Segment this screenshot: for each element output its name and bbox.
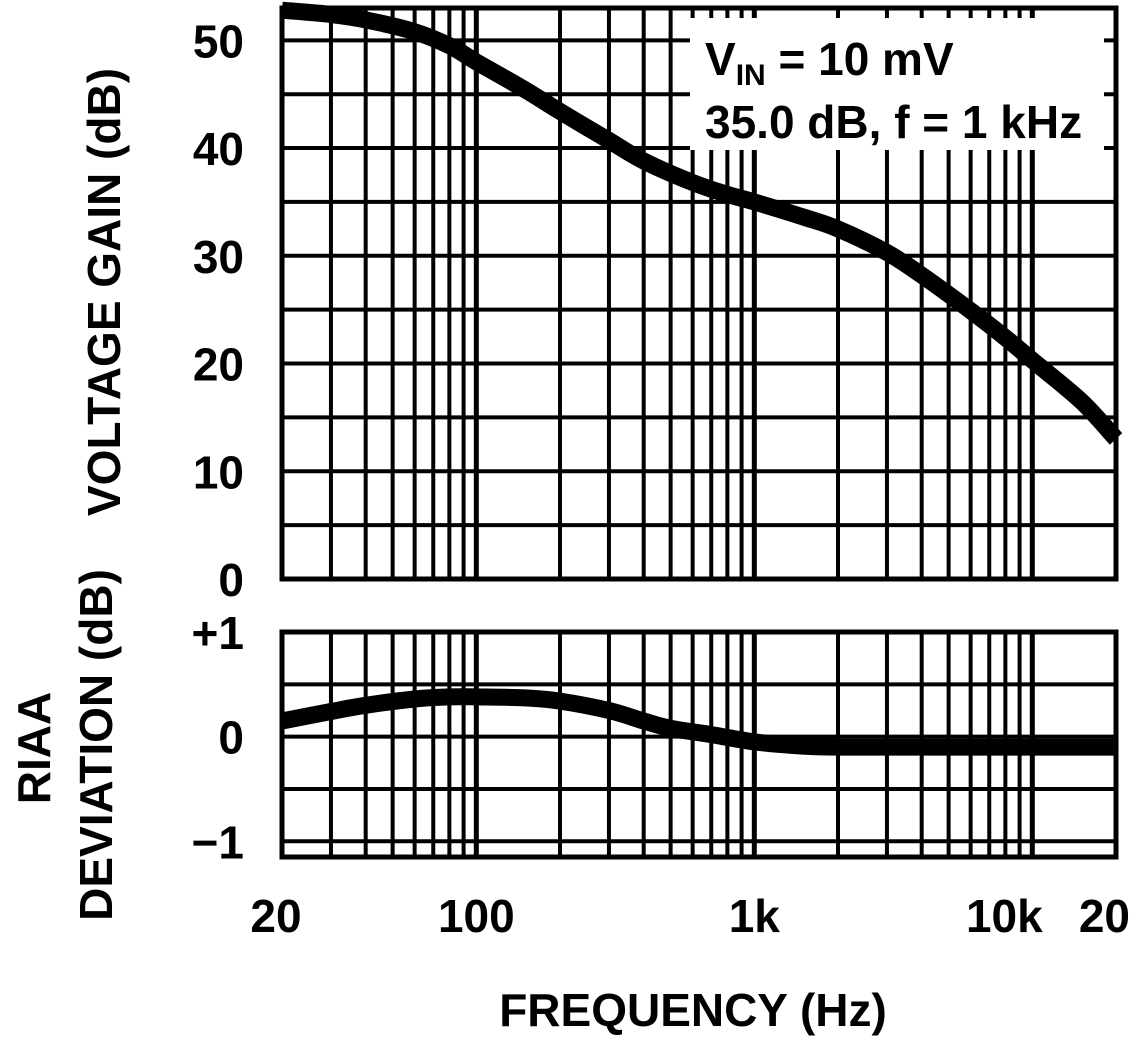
x-tick-label: 20 bbox=[1079, 890, 1130, 942]
y-tick-label: 0 bbox=[218, 712, 244, 764]
riaa-deviation-y-ticks: +1 0 −1 bbox=[192, 607, 244, 868]
riaa-deviation-plot-frame bbox=[279, 629, 1119, 860]
voltage-gain-grid bbox=[282, 8, 1116, 579]
riaa-deviation-y-label-line1: RIAA bbox=[8, 692, 60, 804]
x-tick-label: 10k bbox=[966, 890, 1043, 942]
y-tick-label: 10 bbox=[193, 446, 244, 498]
y-tick-label: 40 bbox=[193, 123, 244, 175]
annotation-box bbox=[690, 18, 1104, 150]
y-tick-label: 0 bbox=[218, 554, 244, 606]
frequency-x-label: FREQUENCY (Hz) bbox=[499, 984, 887, 1036]
riaa-deviation-grid bbox=[282, 632, 1116, 857]
y-tick-label: 30 bbox=[193, 231, 244, 283]
x-tick-label: 1k bbox=[729, 890, 781, 942]
voltage-gain-y-ticks: 0 10 20 30 40 50 bbox=[193, 15, 244, 606]
y-tick-label: 50 bbox=[193, 15, 244, 67]
x-tick-label: 20 bbox=[250, 890, 301, 942]
x-tick-label: 100 bbox=[438, 890, 515, 942]
annotation-vin: VIN = 10 mV bbox=[705, 33, 954, 92]
annotation-gain-ref: 35.0 dB, f = 1 kHz bbox=[705, 96, 1082, 148]
y-tick-label: +1 bbox=[192, 607, 244, 659]
riaa-deviation-curve bbox=[280, 688, 1116, 756]
riaa-deviation-y-label-line2: DEVIATION (dB) bbox=[70, 569, 122, 921]
frequency-x-ticks: 20 100 1k 10k 20 bbox=[250, 890, 1130, 942]
voltage-gain-y-label: VOLTAGE GAIN (dB) bbox=[78, 68, 130, 516]
voltage-gain-curve bbox=[281, 1, 1123, 445]
y-tick-label: −1 bbox=[192, 816, 244, 868]
voltage-gain-plot-frame bbox=[279, 5, 1119, 582]
y-tick-label: 20 bbox=[193, 339, 244, 391]
